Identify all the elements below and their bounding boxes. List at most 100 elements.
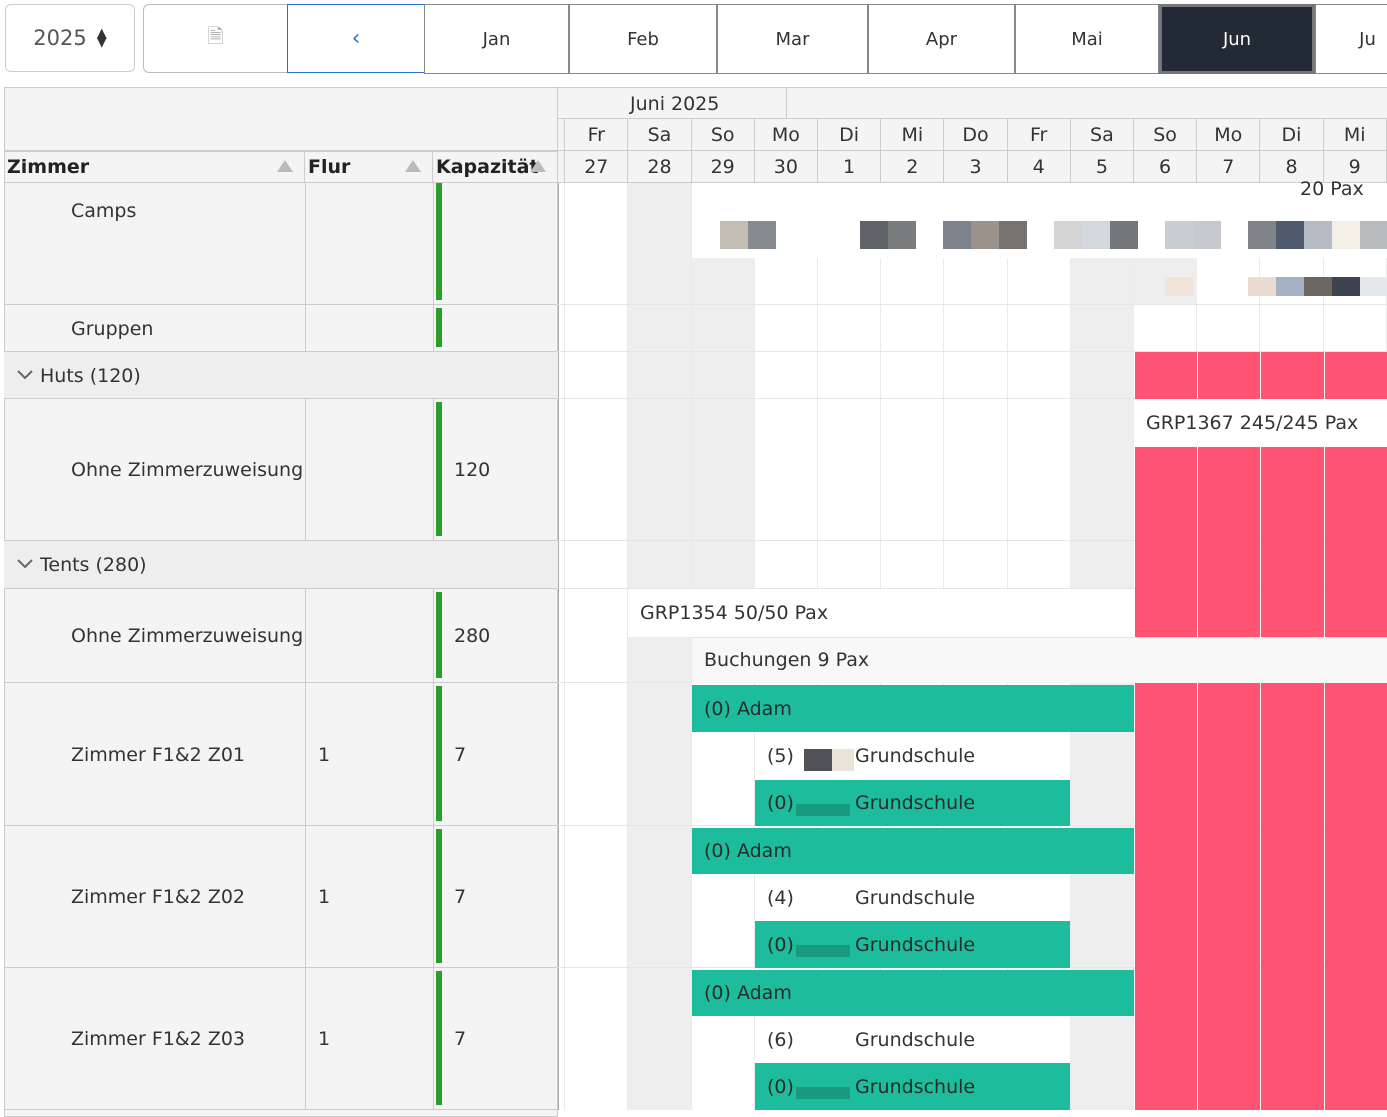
month-label: Jun	[1222, 28, 1252, 50]
cell-divider	[305, 305, 306, 352]
collapse-icon	[16, 555, 34, 569]
cell-divider	[433, 589, 434, 683]
calendar-bg	[558, 87, 1387, 1110]
occupied-cell	[1324, 352, 1387, 399]
booking-count: (0)	[767, 1075, 794, 1098]
select-arrows: ▲ ▼	[96, 26, 107, 50]
room-floor: 1	[318, 886, 331, 908]
month-button[interactable]: Mai	[1015, 4, 1159, 74]
day-column	[558, 183, 566, 1110]
avatar	[720, 221, 748, 249]
booking-bar[interactable]	[692, 685, 1134, 732]
avatar	[1248, 221, 1276, 249]
occupied-cell	[1261, 352, 1324, 399]
column-header-cell[interactable]	[433, 152, 558, 183]
booking-bar[interactable]	[755, 1016, 1070, 1063]
date-header: 1	[818, 151, 882, 183]
table-header-line	[4, 150, 558, 152]
month-button[interactable]: Feb	[569, 4, 717, 74]
row-line	[4, 398, 558, 399]
cell-divider	[433, 305, 434, 352]
booking-bar[interactable]	[1134, 399, 1387, 447]
booking-bar[interactable]	[628, 589, 1134, 637]
group-label: Huts (120)	[40, 364, 141, 387]
date-header: 26	[558, 151, 566, 183]
day-header: So	[691, 119, 755, 151]
avatar	[888, 221, 916, 249]
booking-bar[interactable]	[755, 780, 1070, 826]
booking-bar[interactable]	[692, 828, 1134, 874]
booking-label: Grundschule	[855, 792, 976, 814]
month-button[interactable]: Jun	[1159, 4, 1315, 74]
cell-divider	[305, 683, 306, 826]
booking-bar[interactable]	[755, 874, 1070, 921]
avatar	[1082, 221, 1110, 249]
booking-bar[interactable]	[692, 637, 1387, 683]
avatar	[1360, 277, 1387, 296]
capacity-bar	[436, 183, 442, 300]
month-button[interactable]: Apr	[868, 4, 1015, 74]
sort-icon	[530, 160, 546, 172]
room-capacity: 7	[454, 1028, 467, 1050]
day-column	[628, 183, 692, 1110]
avatar	[1304, 277, 1332, 296]
room-name: Camps	[71, 200, 137, 222]
day-header: Do	[558, 119, 566, 151]
date-header: 8	[1260, 151, 1324, 183]
booking-label: GRP1367 245/245 Pax	[1146, 412, 1359, 434]
month-button[interactable]: Jan	[424, 4, 569, 74]
capacity-bar	[436, 971, 442, 1105]
month-label: Mai	[1071, 28, 1103, 50]
column-header-cell[interactable]	[305, 152, 433, 183]
column-header-cell[interactable]	[4, 152, 305, 183]
booking-label: Grundschule	[855, 886, 976, 909]
collapse-icon	[16, 366, 34, 380]
room-floor: 1	[318, 1028, 331, 1050]
booking-label: Buchungen 9 Pax	[704, 649, 870, 671]
room-name: Zimmer F1&2 Z03	[71, 1028, 246, 1050]
month-label: Feb	[627, 28, 659, 50]
pdf-button[interactable]: 🗎	[143, 4, 288, 73]
month-button[interactable]: Mar	[717, 4, 868, 74]
room-name: Zimmer F1&2 Z02	[71, 886, 246, 908]
column-header: Kapazität	[436, 156, 539, 178]
row-line	[4, 304, 558, 305]
occupied-cell	[1135, 352, 1198, 399]
month-button[interactable]: Ju	[1315, 4, 1387, 74]
room-name: Ohne Zimmerzuweisung	[71, 459, 304, 481]
cell-divider	[433, 968, 434, 1110]
date-header: 5	[1070, 151, 1134, 183]
cell-divider	[305, 968, 306, 1110]
cell-divider	[305, 826, 306, 968]
row-line	[4, 682, 558, 683]
date-header: 4	[1007, 151, 1071, 183]
date-header: 3	[944, 151, 1008, 183]
day-header: Mo	[1197, 119, 1261, 151]
date-header: 7	[1197, 151, 1261, 183]
month-label: Jan	[482, 28, 511, 50]
occupied-cell	[1261, 447, 1324, 637]
booking-bar[interactable]	[692, 970, 1134, 1016]
column-header: Flur	[308, 156, 351, 178]
month-label: Ju	[1359, 28, 1376, 50]
booking-bar[interactable]	[755, 1063, 1070, 1110]
year-select[interactable]: 2025 ▲ ▼	[5, 4, 135, 72]
day-header: Mi	[1323, 119, 1387, 151]
booking-bar[interactable]	[692, 183, 1387, 195]
header-fill	[787, 88, 1387, 119]
cell-divider	[305, 399, 306, 541]
cell-divider	[433, 683, 434, 826]
booking-label: Grundschule	[855, 933, 976, 956]
day-column	[565, 183, 629, 1110]
prev-button[interactable]: ‹	[287, 4, 425, 73]
date-header: 2	[881, 151, 945, 183]
booking-bar[interactable]	[755, 921, 1070, 968]
row-line	[4, 967, 558, 968]
booking-count: (0)	[767, 792, 794, 814]
date-header: 30	[754, 151, 818, 183]
room-capacity: 280	[454, 625, 491, 647]
capacity-bar	[436, 592, 442, 678]
avatar	[796, 1087, 850, 1099]
group-label: Tents (280)	[40, 554, 147, 576]
